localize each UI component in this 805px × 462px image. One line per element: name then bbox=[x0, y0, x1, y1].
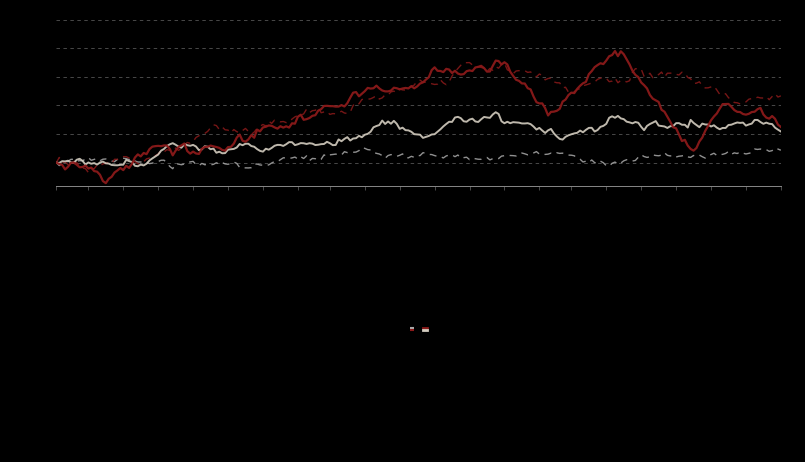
Legend: , , , : , , , bbox=[410, 328, 427, 331]
